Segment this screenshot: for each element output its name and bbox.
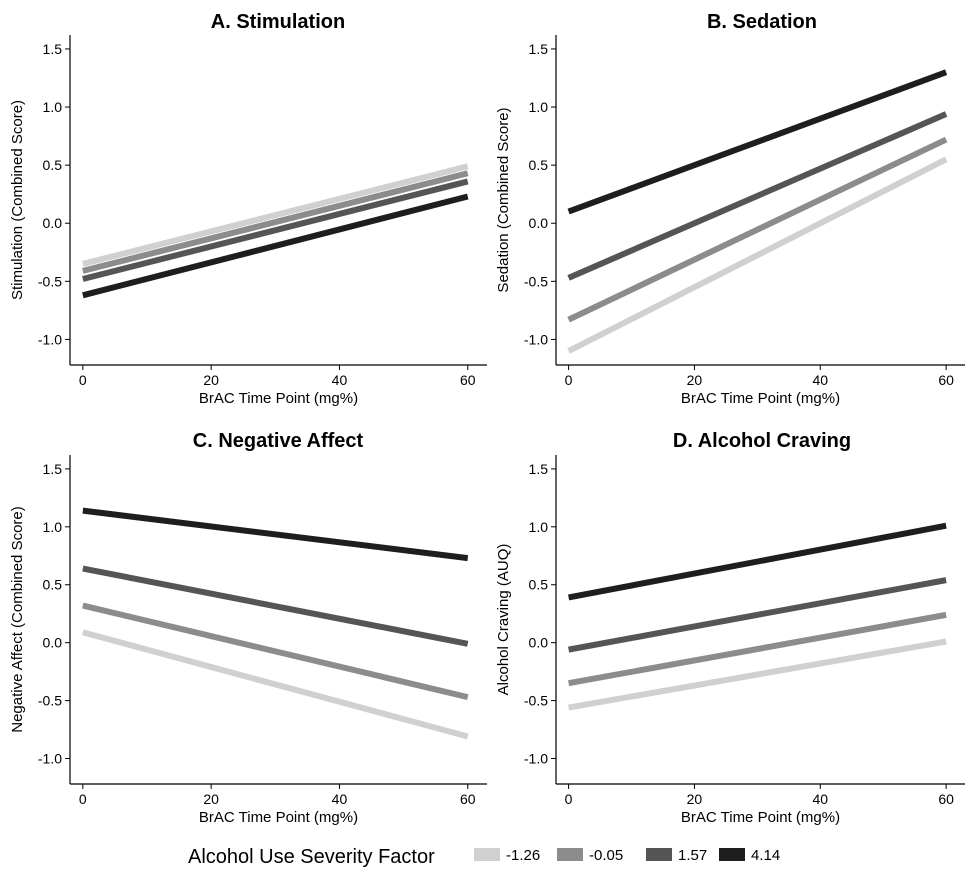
panel-4-xtick-label: 60 xyxy=(938,791,954,807)
panel-4-xtick-label: 20 xyxy=(687,791,703,807)
panel-4-ytick-label: -1.0 xyxy=(524,751,548,767)
panel-3-series-line-3 xyxy=(82,565,469,647)
panel-1-xtick-label: 20 xyxy=(203,372,219,388)
panel-4-ytick-label: 0.5 xyxy=(529,577,549,593)
panel-2-ytick-label: 0.0 xyxy=(529,215,549,231)
panel-2-series-line-3 xyxy=(567,111,948,281)
panel-3-ytick-label: 0.0 xyxy=(43,635,63,651)
legend-key-1 xyxy=(474,848,500,861)
panel-2-xtick-label: 0 xyxy=(565,372,573,388)
panel-3-ytick-label: -0.5 xyxy=(38,693,62,709)
legend-key-3 xyxy=(646,848,672,861)
panel-2-xtick-label: 60 xyxy=(938,372,954,388)
panel-1-series-line-1 xyxy=(82,163,469,267)
panel-4-series-line-4 xyxy=(568,522,947,601)
legend-label-2: -0.05 xyxy=(589,847,623,864)
legend-label-1: -1.26 xyxy=(506,847,540,864)
panel-3-xtick-label: 20 xyxy=(203,791,219,807)
legend-title: Alcohol Use Severity Factor xyxy=(188,846,435,868)
panel-2-series-line-1 xyxy=(567,156,948,354)
panel-2-ytick-label: 1.0 xyxy=(529,99,549,115)
panel-2-xlabel: BrAC Time Point (mg%) xyxy=(681,390,840,407)
legend-key-2 xyxy=(557,848,583,861)
panel-2-xtick-label: 40 xyxy=(812,372,828,388)
panel-1-ytick-label: 0.0 xyxy=(43,215,63,231)
panel-1-series-line-2 xyxy=(82,170,469,274)
panel-1-ytick-label: 1.5 xyxy=(43,41,63,57)
panel-3-xtick-label: 40 xyxy=(332,791,348,807)
panel-4-title: D. Alcohol Craving xyxy=(673,430,851,452)
panel-4-xlabel: BrAC Time Point (mg%) xyxy=(681,809,840,826)
panel-1-ytick-label: 1.0 xyxy=(43,99,63,115)
panel-1-series-line-3 xyxy=(82,178,469,282)
panel-3-xtick-label: 60 xyxy=(460,791,476,807)
panel-1-xlabel: BrAC Time Point (mg%) xyxy=(199,390,358,407)
panel-3-series-line-1 xyxy=(82,629,469,740)
panel-2-series-line-2 xyxy=(567,136,948,323)
panel-1-series-line-4 xyxy=(82,193,469,299)
legend-label-3: 1.57 xyxy=(678,847,707,864)
panel-3-ytick-label: -1.0 xyxy=(38,751,62,767)
panel-1-ytick-label: -1.0 xyxy=(38,331,62,347)
panel-3-ytick-label: 1.5 xyxy=(43,461,63,477)
panel-2-ytick-label: 0.5 xyxy=(529,157,549,173)
panel-4-ytick-label: 0.0 xyxy=(529,635,549,651)
panel-3-ytick-label: 0.5 xyxy=(43,577,63,593)
panel-4-series-line-3 xyxy=(568,577,947,653)
panel-3-series-line-4 xyxy=(82,507,469,562)
panel-3-series-line-2 xyxy=(82,602,469,701)
panel-1-ytick-label: 0.5 xyxy=(43,157,63,173)
panel-2-series-line-4 xyxy=(567,69,948,215)
panel-4-series-line-1 xyxy=(568,638,947,711)
panel-4-ytick-label: 1.0 xyxy=(529,519,549,535)
panel-4-xtick-label: 40 xyxy=(812,791,828,807)
panel-2-title: B. Sedation xyxy=(707,11,817,33)
legend-label-4: 4.14 xyxy=(751,847,780,864)
panel-3-ytick-label: 1.0 xyxy=(43,519,63,535)
panel-2-ytick-label: -1.0 xyxy=(524,331,548,347)
panel-2-ytick-label: 1.5 xyxy=(529,41,549,57)
panel-4-ytick-label: -0.5 xyxy=(524,693,548,709)
panel-1-xtick-label: 60 xyxy=(460,372,476,388)
legend-key-4 xyxy=(719,848,745,861)
panel-4-xtick-label: 0 xyxy=(565,791,573,807)
panel-1-ylabel: Stimulation (Combined Score) xyxy=(9,100,26,300)
panel-3-xtick-label: 0 xyxy=(79,791,87,807)
panel-4-ytick-label: 1.5 xyxy=(529,461,549,477)
panel-3-xlabel: BrAC Time Point (mg%) xyxy=(199,809,358,826)
panel-1-xtick-label: 0 xyxy=(79,372,87,388)
panel-4-ylabel: Alcohol Craving (AUQ) xyxy=(495,544,512,696)
panel-1-title: A. Stimulation xyxy=(211,11,345,33)
panel-1-ytick-label: -0.5 xyxy=(38,273,62,289)
panel-3-ylabel: Negative Affect (Combined Score) xyxy=(9,506,26,733)
panel-2-ylabel: Sedation (Combined Score) xyxy=(495,107,512,292)
panel-3-title: C. Negative Affect xyxy=(193,430,364,452)
panel-2-ytick-label: -0.5 xyxy=(524,273,548,289)
panel-1-xtick-label: 40 xyxy=(332,372,348,388)
panel-2-xtick-label: 20 xyxy=(687,372,703,388)
panel-4-series-line-2 xyxy=(568,611,947,687)
